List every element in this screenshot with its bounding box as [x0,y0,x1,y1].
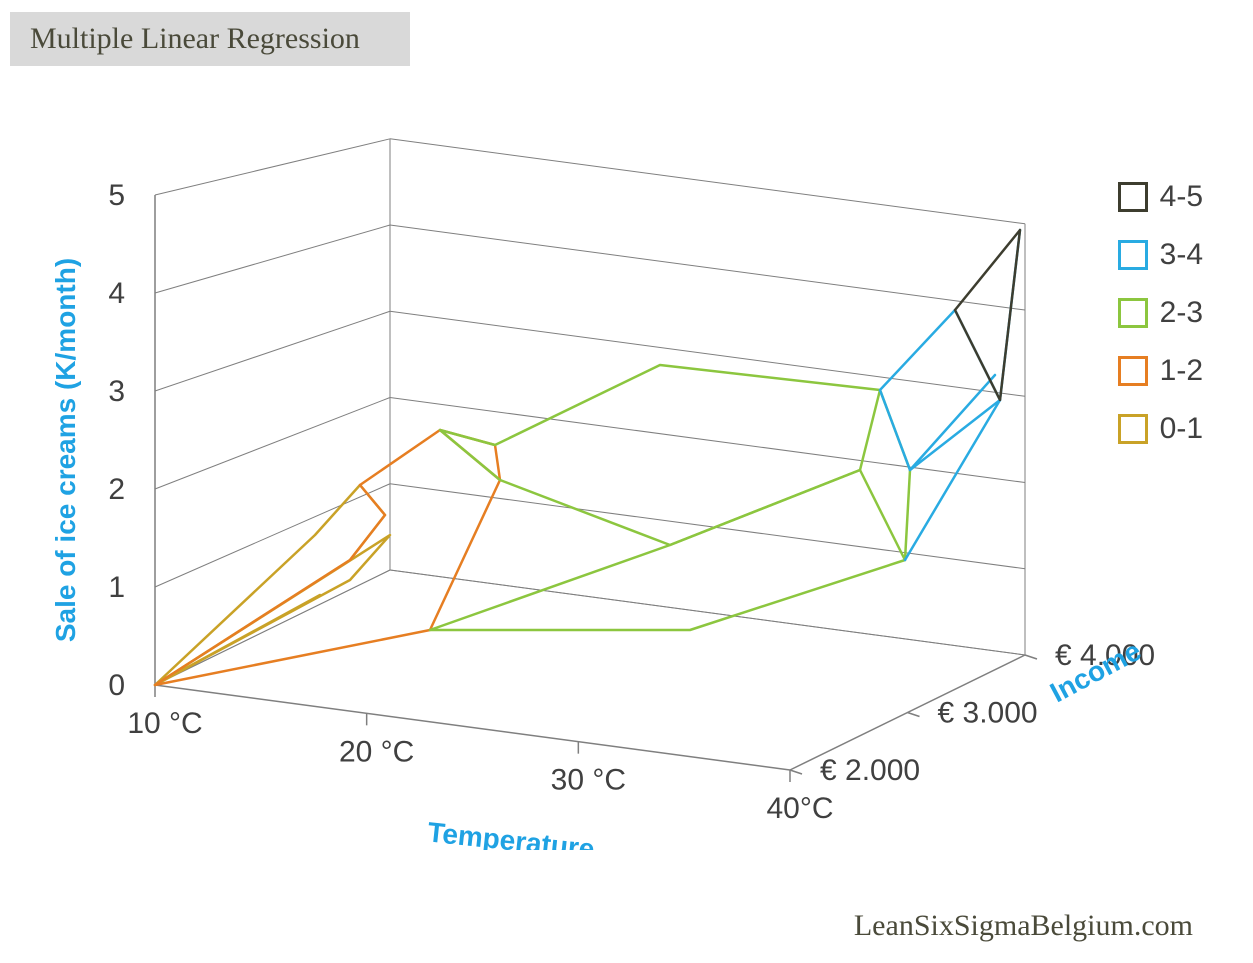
legend-swatch [1118,356,1148,386]
legend-item: 1-2 [1118,354,1203,388]
svg-text:0: 0 [108,669,125,702]
legend-label: 0-1 [1160,412,1203,446]
chart-title-bar: Multiple Linear Regression [10,12,410,66]
legend-label: 4-5 [1160,180,1203,214]
chart-container: 01234510 °C20 °C30 °C40°C€ 2.000€ 3.000€… [40,130,1220,850]
svg-text:30 °C: 30 °C [551,764,626,797]
legend-swatch [1118,414,1148,444]
legend: 4-5 3-4 2-3 1-2 0-1 [1118,180,1203,470]
legend-item: 3-4 [1118,238,1203,272]
svg-text:10 °C: 10 °C [127,707,202,740]
legend-item: 4-5 [1118,180,1203,214]
legend-label: 1-2 [1160,354,1203,388]
legend-label: 2-3 [1160,296,1203,330]
legend-swatch [1118,182,1148,212]
attribution: LeanSixSigmaBelgium.com [854,909,1193,943]
chart-svg: 01234510 °C20 °C30 °C40°C€ 2.000€ 3.000€… [40,130,1220,850]
svg-text:40°C: 40°C [766,792,833,825]
svg-text:3: 3 [108,375,125,408]
legend-label: 3-4 [1160,238,1203,272]
svg-text:Temperature: Temperature [426,816,596,850]
legend-swatch [1118,298,1148,328]
svg-text:2: 2 [108,473,125,506]
svg-text:€ 2.000: € 2.000 [820,754,920,787]
svg-text:1: 1 [108,571,125,604]
chart-title: Multiple Linear Regression [30,22,360,55]
legend-item: 2-3 [1118,296,1203,330]
svg-text:20 °C: 20 °C [339,735,414,768]
legend-item: 0-1 [1118,412,1203,446]
svg-text:€ 3.000: € 3.000 [938,697,1038,730]
svg-text:Sale of ice creams (K/month): Sale of ice creams (K/month) [50,258,81,642]
legend-swatch [1118,240,1148,270]
svg-text:5: 5 [108,179,125,212]
svg-text:4: 4 [108,277,125,310]
